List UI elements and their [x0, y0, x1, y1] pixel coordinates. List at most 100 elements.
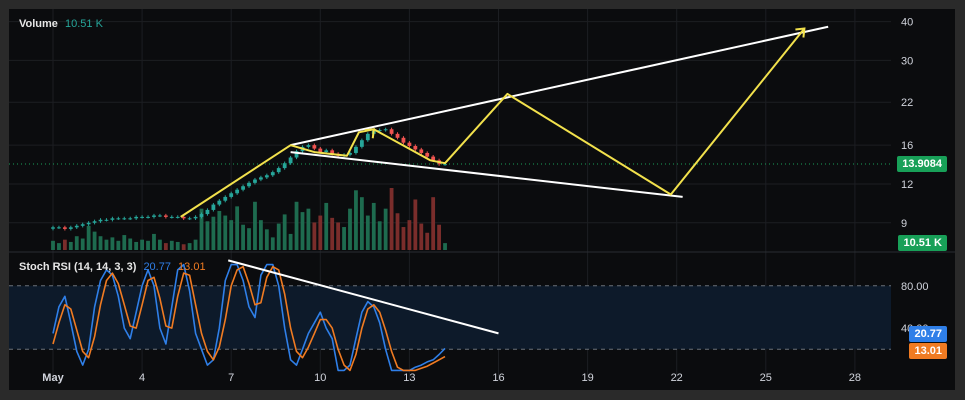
volume-bar — [110, 237, 115, 250]
stoch-k-line — [52, 263, 446, 372]
candle-body — [401, 137, 406, 143]
last-price-tag: 13.9084 — [897, 156, 947, 172]
candle-body — [187, 218, 192, 220]
candle-body — [365, 133, 370, 141]
candle-body — [175, 216, 180, 218]
volume-bar — [98, 236, 103, 250]
volume-bar — [282, 214, 287, 250]
candle-body — [110, 218, 115, 220]
time-tick-label: 16 — [492, 372, 504, 384]
volume-bar — [264, 229, 269, 250]
candle-body — [431, 156, 436, 161]
candle-body — [68, 227, 73, 229]
stoch-k-legend-value: 20.77 — [143, 261, 171, 273]
volume-bar — [259, 220, 263, 250]
volume-bar — [413, 199, 418, 250]
volume-bar — [128, 238, 133, 250]
candle-body — [270, 172, 275, 176]
volume-bar — [68, 241, 73, 250]
candle-body — [425, 152, 430, 157]
candle-body — [122, 218, 127, 220]
candle-body — [57, 227, 61, 229]
candle-body — [413, 146, 418, 150]
volume-bar — [152, 233, 156, 250]
chart-frame[interactable]: 4030221612980.0040.00May4710131619222528… — [9, 9, 955, 390]
candle-body — [306, 145, 311, 147]
volume-bar — [241, 224, 245, 250]
pattern-lines — [9, 25, 891, 218]
volume-bar — [312, 222, 317, 250]
volume-bar — [199, 208, 204, 250]
candle-body — [152, 215, 156, 217]
volume-bar — [104, 239, 109, 250]
time-tick-label: 22 — [671, 372, 683, 384]
candle-body — [288, 157, 293, 164]
candle-body — [104, 219, 109, 221]
candle-body — [324, 150, 329, 153]
candle-body — [389, 129, 394, 134]
volume-bar — [86, 225, 91, 250]
candle-body — [229, 193, 234, 197]
volume-bar — [425, 232, 430, 250]
candle-body — [134, 216, 139, 219]
candlesticks — [51, 127, 447, 231]
candle-body — [407, 142, 412, 147]
volume-bar — [122, 235, 127, 250]
candle-body — [223, 196, 228, 201]
price-tick-label: 16 — [901, 140, 913, 152]
volume-bar — [169, 240, 174, 250]
volume-bar — [300, 212, 305, 250]
volume-bar — [62, 239, 67, 250]
candle-body — [211, 204, 216, 210]
time-tick-label: 10 — [314, 372, 326, 384]
volume-bar — [211, 216, 216, 250]
volume-bar — [158, 239, 162, 250]
time-tick-label: 13 — [403, 372, 415, 384]
volume-bar — [342, 227, 346, 250]
volume-bar — [318, 215, 323, 250]
volume-bar — [193, 239, 198, 250]
candle-body — [80, 224, 85, 226]
pattern-trend-line — [290, 25, 829, 147]
candle-body — [359, 140, 364, 147]
candle-body — [354, 146, 358, 153]
projection-arrowhead — [795, 27, 806, 38]
volume-bar — [247, 228, 251, 250]
candle-body — [74, 225, 79, 228]
volume-bar — [276, 223, 281, 250]
volume-bar — [336, 222, 341, 250]
candle-body — [330, 150, 335, 154]
volume-bar — [134, 241, 139, 250]
candle-body — [294, 151, 299, 158]
volume-bar — [187, 243, 192, 250]
volume-bar — [371, 202, 376, 250]
volume-bar — [51, 240, 55, 250]
candle-body — [98, 219, 103, 222]
price-tick-label: 9 — [901, 218, 907, 230]
candle-body — [140, 216, 144, 218]
candle-body — [276, 168, 281, 173]
volume-bar — [377, 221, 382, 250]
volume-bar — [389, 188, 394, 250]
volume-bar — [395, 213, 400, 250]
stoch-k-value-tag: 20.77 — [909, 326, 947, 342]
candle-body — [264, 175, 269, 178]
stoch-tick-label: 80.00 — [901, 281, 929, 293]
volume-bar — [146, 240, 150, 250]
candle-body — [312, 145, 317, 149]
volume-bar — [443, 243, 447, 250]
volume-bars — [51, 188, 447, 250]
candle-body — [395, 133, 400, 138]
stoch-trend-line — [227, 259, 499, 335]
volume-legend-label: Volume — [19, 18, 58, 30]
volume-bar — [253, 201, 257, 250]
volume-bar — [365, 215, 370, 250]
candle-body — [217, 200, 222, 205]
volume-bar — [306, 208, 311, 250]
pattern-trend-line — [290, 151, 683, 198]
candle-body — [158, 215, 162, 217]
volume-bar — [359, 197, 364, 250]
candle-body — [163, 215, 168, 217]
